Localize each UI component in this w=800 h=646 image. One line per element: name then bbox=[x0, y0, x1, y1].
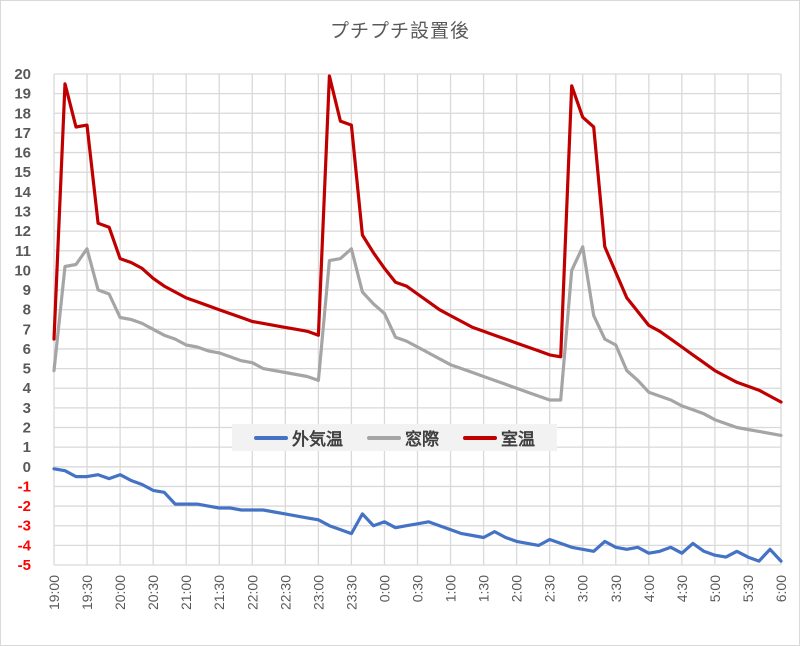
y-tick-label: -3 bbox=[18, 518, 31, 535]
y-tick-label: 5 bbox=[23, 361, 31, 378]
x-tick-label: 5:00 bbox=[707, 575, 723, 602]
x-tick-label: 22:00 bbox=[244, 575, 260, 610]
chart-title: プチプチ設置後 bbox=[329, 20, 470, 42]
legend: 外気温 窓際 室温 bbox=[232, 424, 557, 451]
x-tick-label: 5:30 bbox=[740, 575, 756, 602]
y-tick-label: 4 bbox=[23, 380, 32, 397]
x-tick-label: 23:30 bbox=[343, 575, 359, 610]
y-axis-ticks: 20191817161514131211109876543210-1-2-3-4… bbox=[14, 66, 31, 574]
x-tick-label: 20:00 bbox=[112, 575, 128, 610]
y-tick-label: 14 bbox=[14, 184, 31, 201]
x-tick-label: 0:30 bbox=[410, 575, 426, 602]
y-tick-label: 1 bbox=[23, 439, 31, 456]
legend-label-window: 窓際 bbox=[405, 430, 439, 450]
legend-item-outdoor: 外気温 bbox=[254, 425, 343, 450]
y-tick-label: 0 bbox=[23, 459, 31, 476]
y-tick-label: 18 bbox=[14, 105, 31, 122]
legend-swatch-outdoor bbox=[254, 435, 288, 440]
x-tick-label: 23:00 bbox=[310, 575, 326, 610]
x-tick-label: 19:00 bbox=[46, 575, 62, 610]
x-tick-label: 2:00 bbox=[509, 575, 525, 602]
y-tick-label: 2 bbox=[23, 420, 31, 437]
x-tick-label: 3:30 bbox=[608, 575, 624, 602]
x-tick-label: 2:30 bbox=[542, 575, 558, 602]
y-tick-label: 16 bbox=[14, 145, 31, 162]
legend-item-room: 室温 bbox=[463, 425, 535, 450]
legend-swatch-window bbox=[367, 435, 401, 440]
x-tick-label: 22:30 bbox=[277, 575, 293, 610]
y-tick-label: 13 bbox=[14, 203, 31, 220]
x-tick-label: 19:30 bbox=[79, 575, 95, 610]
series-line-0 bbox=[52, 467, 783, 563]
y-tick-label: 12 bbox=[14, 223, 31, 240]
y-tick-label: 19 bbox=[14, 86, 31, 103]
y-tick-label: 20 bbox=[14, 66, 31, 83]
x-axis-ticks: 19:00 19:30 20:00 20:30 21:00 21:30 22:00 22:30… bbox=[46, 575, 789, 610]
y-tick-label: 15 bbox=[14, 164, 31, 181]
y-tick-label: -5 bbox=[18, 557, 31, 574]
x-tick-label: 4:00 bbox=[641, 575, 657, 602]
y-tick-label: -2 bbox=[18, 498, 31, 515]
y-tick-label: 7 bbox=[23, 321, 31, 338]
legend-swatch-room bbox=[463, 435, 497, 440]
x-tick-label: 1:00 bbox=[443, 575, 459, 602]
y-tick-label: 11 bbox=[15, 243, 31, 260]
legend-item-window: 窓際 bbox=[367, 425, 439, 450]
data-series bbox=[52, 74, 783, 563]
x-tick-label: 21:30 bbox=[211, 575, 227, 610]
x-tick-label: 20:30 bbox=[145, 575, 161, 610]
x-tick-label: 21:00 bbox=[178, 575, 194, 610]
legend-label-room: 室温 bbox=[501, 430, 535, 450]
series-line-2 bbox=[52, 74, 783, 404]
y-tick-label: 9 bbox=[23, 282, 31, 299]
x-tick-label: 3:00 bbox=[575, 575, 591, 602]
legend-label-outdoor: 外気温 bbox=[292, 430, 343, 450]
y-tick-label: -1 bbox=[18, 478, 31, 495]
x-tick-label: 1:30 bbox=[476, 575, 492, 602]
series-line-1 bbox=[52, 245, 783, 437]
y-tick-label: 10 bbox=[14, 262, 31, 279]
x-tick-label: 4:30 bbox=[674, 575, 690, 602]
y-tick-label: 3 bbox=[23, 400, 31, 417]
y-tick-label: 17 bbox=[14, 125, 31, 142]
y-tick-label: 6 bbox=[23, 341, 31, 358]
y-tick-label: -4 bbox=[18, 537, 32, 554]
x-tick-label: 6:00 bbox=[773, 575, 789, 602]
x-tick-label: 0:00 bbox=[376, 575, 392, 602]
y-tick-label: 8 bbox=[23, 302, 31, 319]
